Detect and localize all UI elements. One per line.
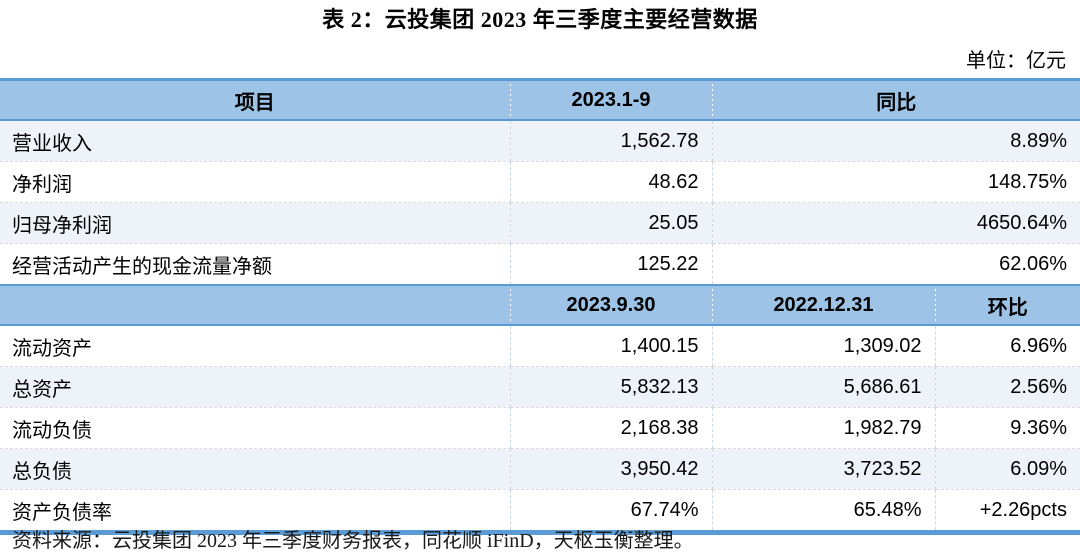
row-label: 总资产	[0, 366, 510, 408]
source-note: 资料来源：云投集团 2023 年三季度财务报表，同花顺 iFinD，天枢玉衡整理…	[12, 530, 694, 552]
table-row: 营业收入 1,562.78 8.89%	[0, 120, 1080, 162]
row-yoy: 4650.64%	[711, 202, 1080, 244]
row-value-current: 2,168.38	[509, 407, 712, 449]
row-qoq: 9.36%	[934, 407, 1080, 449]
header-empty	[0, 284, 510, 326]
table-row: 流动资产 1,400.15 1,309.02 6.96%	[0, 325, 1080, 367]
row-value-current: 67.74%	[509, 489, 712, 533]
row-value-prior: 1,309.02	[711, 325, 935, 367]
header-period-2023-1-9: 2023.1-9	[509, 78, 712, 121]
row-value: 48.62	[509, 161, 712, 203]
row-qoq: +2.26pcts	[934, 489, 1080, 533]
row-value-prior: 1,982.79	[711, 407, 935, 449]
row-label: 净利润	[0, 161, 510, 203]
header-qoq: 环比	[934, 284, 1080, 326]
row-yoy: 62.06%	[711, 243, 1080, 286]
row-value-prior: 65.48%	[711, 489, 935, 533]
row-value-current: 5,832.13	[509, 366, 712, 408]
row-label: 总负债	[0, 448, 510, 490]
table-row: 流动负债 2,168.38 1,982.79 9.36%	[0, 407, 1080, 449]
row-label: 营业收入	[0, 120, 510, 162]
financial-table-wrapper: 项目 2023.1-9 同比 营业收入 1,562.78 8.89% 净利润 4…	[0, 78, 1080, 535]
financial-table: 项目 2023.1-9 同比 营业收入 1,562.78 8.89% 净利润 4…	[0, 78, 1080, 535]
row-value-current: 1,400.15	[509, 325, 712, 367]
row-value-prior: 5,686.61	[711, 366, 935, 408]
unit-label: 单位：亿元	[966, 50, 1066, 72]
row-yoy: 8.89%	[711, 120, 1080, 162]
row-qoq: 6.09%	[934, 448, 1080, 490]
table-title: 表 2：云投集团 2023 年三季度主要经营数据	[322, 7, 758, 32]
row-label: 资产负债率	[0, 489, 510, 533]
table-row: 总资产 5,832.13 5,686.61 2.56%	[0, 366, 1080, 408]
row-value: 1,562.78	[509, 120, 712, 162]
header-yoy: 同比	[711, 78, 1080, 121]
table-row: 经营活动产生的现金流量净额 125.22 62.06%	[0, 243, 1080, 286]
row-label: 流动资产	[0, 325, 510, 367]
header-item: 项目	[0, 78, 510, 121]
row-value-current: 3,950.42	[509, 448, 712, 490]
section1-header-row: 项目 2023.1-9 同比	[0, 78, 1080, 121]
row-label: 经营活动产生的现金流量净额	[0, 243, 510, 286]
header-date-2023-9-30: 2023.9.30	[509, 284, 712, 326]
table-row: 净利润 48.62 148.75%	[0, 161, 1080, 203]
header-date-2022-12-31: 2022.12.31	[711, 284, 935, 326]
section2-header-row: 2023.9.30 2022.12.31 环比	[0, 284, 1080, 326]
table-row: 归母净利润 25.05 4650.64%	[0, 202, 1080, 244]
table-row: 资产负债率 67.74% 65.48% +2.26pcts	[0, 489, 1080, 533]
row-value-prior: 3,723.52	[711, 448, 935, 490]
table-row: 总负债 3,950.42 3,723.52 6.09%	[0, 448, 1080, 490]
row-value: 25.05	[509, 202, 712, 244]
row-yoy: 148.75%	[711, 161, 1080, 203]
row-label: 归母净利润	[0, 202, 510, 244]
row-value: 125.22	[509, 243, 712, 286]
row-qoq: 6.96%	[934, 325, 1080, 367]
row-qoq: 2.56%	[934, 366, 1080, 408]
row-label: 流动负债	[0, 407, 510, 449]
